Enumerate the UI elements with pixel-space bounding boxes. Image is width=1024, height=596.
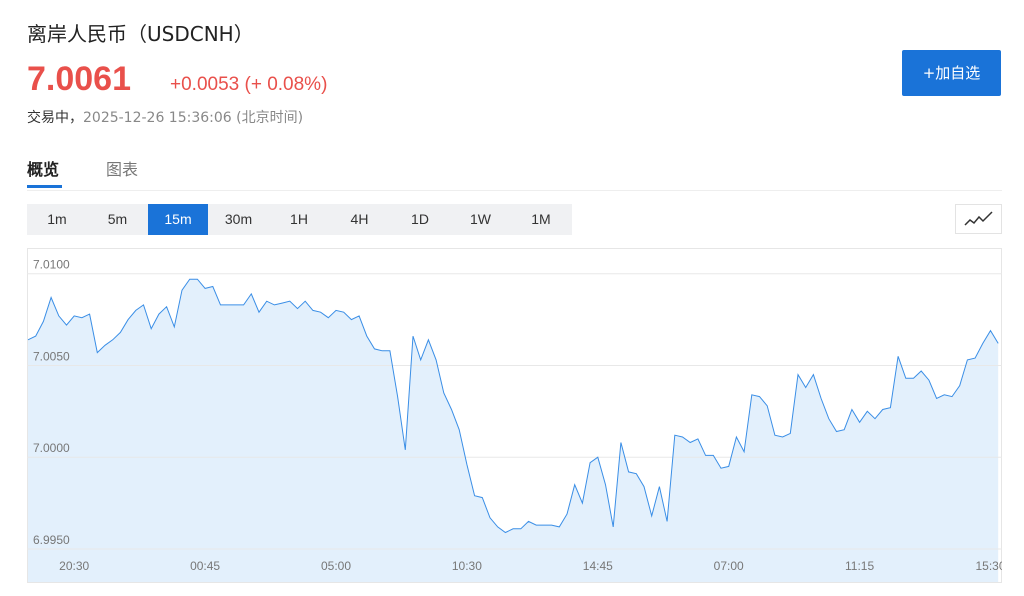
interval-button[interactable]: 5m: [107, 211, 128, 227]
status: 交易中，2025-12-26 15:36:06 (北京时间): [27, 107, 303, 127]
x-tick-label: 20:30: [59, 559, 89, 573]
area: [28, 279, 999, 582]
add-watchlist-button[interactable]: +加自选: [902, 50, 1001, 96]
line: [27, 278, 999, 534]
x-tick-label: 14:45: [583, 559, 613, 573]
x-tick-label: 15:30: [975, 559, 1005, 573]
tab-indicator: [27, 185, 62, 188]
price-change: +0.0053 (+ 0.08%): [170, 74, 328, 95]
price: 7.0061: [27, 60, 131, 98]
y-tick-label: 7.0050: [33, 349, 70, 363]
tab[interactable]: 图表: [106, 160, 139, 179]
y-tick-label: 7.0000: [33, 441, 70, 455]
plot-frame: [27, 248, 1002, 583]
timestamp: 2025-12-26 15:36:06 (北京时间): [83, 110, 304, 126]
interval-button[interactable]: 1D: [411, 211, 429, 227]
x-tick-label: 07:00: [714, 559, 744, 573]
title: 离岸人民币（USDCNH）: [27, 22, 254, 46]
y-tick-label: 7.0100: [33, 258, 70, 272]
status-label: 交易中，: [27, 110, 83, 126]
interval-button[interactable]: 1H: [290, 211, 308, 227]
x-tick-label: 05:00: [321, 559, 351, 573]
interval-button[interactable]: 1W: [470, 211, 491, 227]
x-tick-label: 00:45: [190, 559, 220, 573]
x-tick-label: 11:15: [845, 559, 874, 573]
tab[interactable]: 概览: [27, 160, 60, 179]
divider: [27, 190, 1002, 191]
chart-style-icon: [964, 211, 993, 226]
interval-button[interactable]: 1m: [47, 211, 67, 227]
interval-button[interactable]: 15m: [148, 204, 208, 235]
interval-button[interactable]: 30m: [224, 211, 253, 227]
y-tick-label: 6.9950: [33, 533, 70, 547]
chart-style-button[interactable]: [955, 204, 1002, 234]
interval-button[interactable]: 4H: [350, 211, 369, 227]
interval-bar: 1m 5m 15m 30m 1H 4H 1D 1W 1M: [27, 204, 572, 235]
interval-button[interactable]: 1M: [531, 211, 551, 227]
x-tick-label: 10:30: [452, 559, 482, 573]
